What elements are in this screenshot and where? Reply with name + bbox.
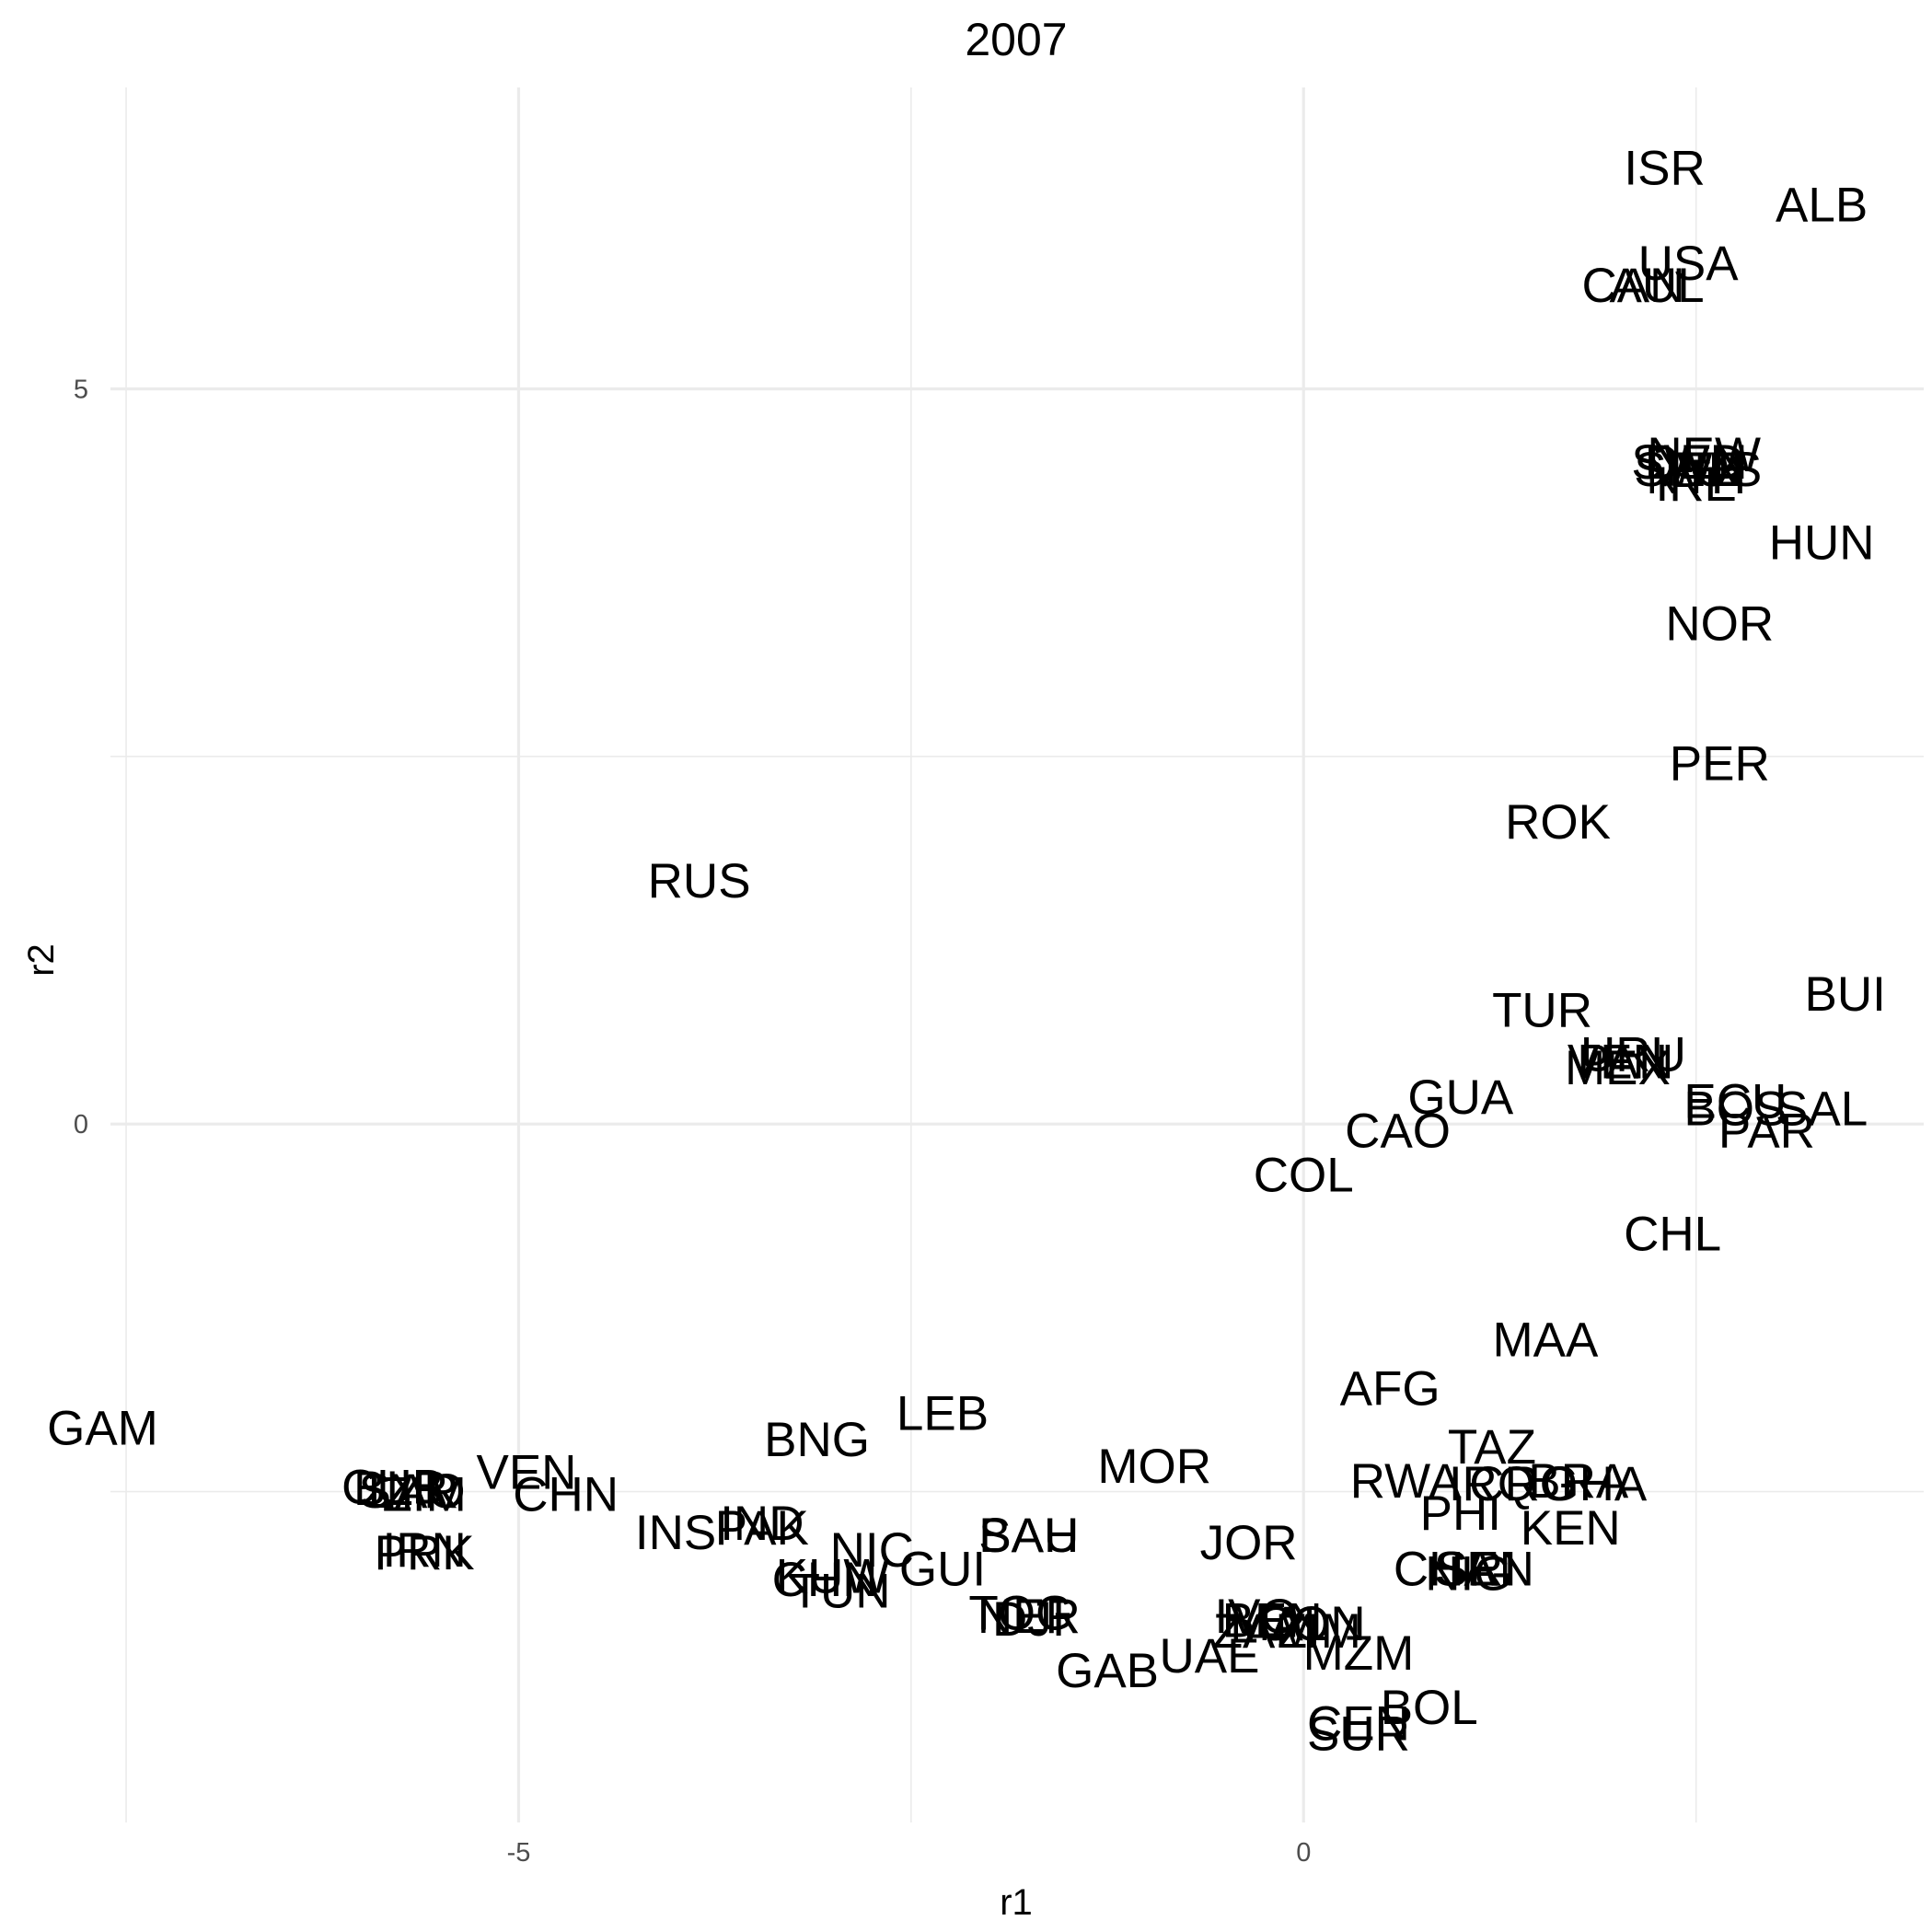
- point-label-aus: AUS: [1661, 443, 1762, 497]
- point-label-kuw: KUW: [776, 1550, 890, 1604]
- point-label-usa: USA: [1638, 237, 1740, 291]
- point-label-bra: BRA: [1528, 1454, 1629, 1509]
- point-label-sau: SAU: [978, 1509, 1079, 1563]
- point-label-ind: IND: [720, 1497, 804, 1551]
- point-label-ner: NER: [978, 1590, 1081, 1644]
- point-label-swz: SWZ: [1634, 443, 1742, 497]
- x-tick-label: -5: [507, 1838, 531, 1868]
- y-tick-label: 5: [74, 375, 88, 404]
- point-label-cub: CUB: [341, 1460, 445, 1514]
- point-label-bol: BOL: [1381, 1681, 1478, 1735]
- point-label-swd: SWD: [1631, 435, 1745, 490]
- point-label-ins: INS: [635, 1506, 716, 1560]
- point-label-nth: NTH: [1646, 450, 1746, 504]
- point-label-ven: VEN: [1568, 1035, 1668, 1090]
- point-label-gua: GUA: [1407, 1070, 1514, 1125]
- point-label-con: CON: [1257, 1597, 1366, 1651]
- point-label-alb: ALB: [1776, 178, 1868, 232]
- point-label-tur: TUR: [1492, 984, 1592, 1038]
- point-label-prk: PRK: [375, 1526, 475, 1580]
- point-label-ken: KEN: [1521, 1501, 1621, 1556]
- point-label-ven: VEN: [476, 1445, 576, 1499]
- point-label-per: PER: [1670, 736, 1770, 791]
- point-label-bah: BAH: [978, 1509, 1079, 1563]
- x-axis-title: r1: [1000, 1882, 1033, 1923]
- point-label-rus: RUS: [648, 854, 751, 908]
- point-label-rwa: RWA: [1350, 1454, 1462, 1509]
- point-label-ben: BEN: [1222, 1594, 1323, 1649]
- point-label-sri: SRI: [1436, 1543, 1517, 1597]
- point-label-can: CAN: [1582, 259, 1685, 313]
- point-label-gui: GUI: [899, 1543, 986, 1597]
- point-label-den: DEN: [1645, 435, 1748, 490]
- chart-title: 2007: [965, 14, 1067, 65]
- y-tick-label: 0: [74, 1110, 88, 1140]
- point-label-cao: CAO: [1345, 1105, 1451, 1159]
- x-tick-label: 0: [1296, 1838, 1311, 1868]
- point-label-bos: BOS: [1683, 1082, 1787, 1137]
- point-label-afg: AFG: [1340, 1361, 1440, 1416]
- point-label-mzm: MZM: [1303, 1626, 1415, 1681]
- point-label-hun: HUN: [1769, 516, 1875, 571]
- point-label-jor: JOR: [1200, 1516, 1298, 1570]
- point-label-taz: TAZ: [1448, 1420, 1536, 1475]
- point-label-mal: MAL: [1230, 1597, 1330, 1651]
- point-label-gha: GHA: [1541, 1457, 1648, 1511]
- point-label-uae: UAE: [1159, 1629, 1259, 1683]
- point-label-uru: URU: [1580, 1028, 1686, 1082]
- point-label-leb: LEB: [897, 1386, 989, 1440]
- point-label-irq: IRQ: [1449, 1457, 1535, 1511]
- point-label-sur: SUR: [1307, 1707, 1410, 1762]
- point-label-dji: DJI: [992, 1592, 1066, 1647]
- point-label-maa: MAA: [1493, 1313, 1600, 1368]
- point-label-zam: ZAM: [1213, 1604, 1316, 1659]
- point-label-sen: SEN: [1434, 1543, 1534, 1597]
- point-label-chn: CHN: [513, 1467, 619, 1521]
- point-label-gab: GAB: [1056, 1644, 1159, 1698]
- point-label-blr: BLR: [353, 1462, 448, 1516]
- point-label-tog: TOG: [968, 1587, 1073, 1641]
- point-label-cha: CHA: [1394, 1543, 1498, 1597]
- point-label-chl: CHL: [1624, 1208, 1721, 1262]
- point-label-pan: PAN: [1577, 1035, 1673, 1090]
- point-label-gam: GAM: [47, 1401, 158, 1455]
- point-label-cro: CRO: [1469, 1457, 1578, 1511]
- point-label-phi: PHI: [1420, 1487, 1501, 1541]
- point-label-irn: IRN: [382, 1523, 466, 1578]
- point-label-sal: SAL: [1776, 1082, 1868, 1137]
- point-label-aul: AUL: [1609, 259, 1704, 313]
- point-label-bui: BUI: [1805, 967, 1886, 1022]
- point-label-zim: ZIM: [1278, 1604, 1361, 1659]
- point-label-nor: NOR: [1665, 597, 1774, 652]
- point-label-ivo: IVO: [1214, 1590, 1298, 1644]
- point-label-syr: SYR: [359, 1464, 459, 1519]
- point-label-lao: LAO: [368, 1464, 466, 1519]
- point-label-nic: NIC: [830, 1523, 914, 1578]
- point-label-fin: FIN: [1665, 443, 1743, 497]
- point-label-ecu: ECU: [1683, 1075, 1787, 1129]
- point-label-bng: BNG: [764, 1413, 870, 1467]
- y-axis-title: r2: [21, 943, 62, 977]
- point-label-chn: CHN: [772, 1553, 878, 1607]
- grid-lines: [110, 87, 1924, 1822]
- point-label-par: PAR: [1718, 1105, 1815, 1159]
- point-label-cen: CEN: [1307, 1696, 1410, 1751]
- point-label-pak: PAK: [715, 1501, 809, 1556]
- point-label-col: COL: [1254, 1149, 1354, 1203]
- point-label-isr: ISR: [1624, 141, 1705, 195]
- point-label-ire: IRE: [1656, 457, 1737, 512]
- point-label-mex: MEX: [1565, 1041, 1671, 1095]
- point-label-mor: MOR: [1097, 1440, 1211, 1494]
- point-label-rok: ROK: [1505, 795, 1611, 850]
- tick-labels: -5 0 0 5: [74, 375, 1311, 1868]
- point-label-tun: TUN: [791, 1565, 891, 1619]
- point-label-new: NEW: [1647, 428, 1761, 482]
- point-label-zim: ZIM: [383, 1467, 467, 1521]
- point-label-nig: NIG: [1425, 1547, 1511, 1602]
